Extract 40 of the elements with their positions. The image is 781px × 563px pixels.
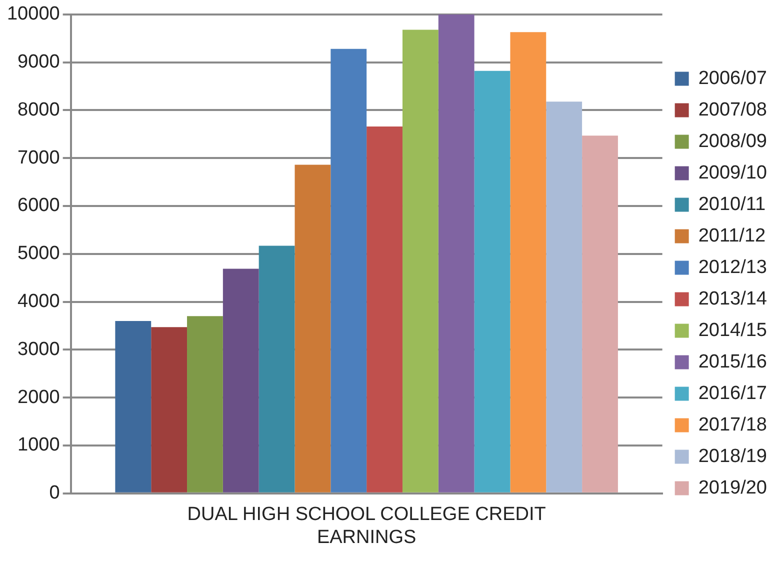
bar <box>582 136 618 492</box>
legend-label: 2013/14 <box>698 288 768 310</box>
bar <box>366 126 402 492</box>
legend-label: 2017/18 <box>698 414 768 436</box>
legend-label: 2015/16 <box>698 351 768 372</box>
y-tick-label: 10000 <box>6 4 60 25</box>
bar <box>294 164 331 492</box>
legend-label: 2018/19 <box>698 446 768 467</box>
legend-label: 2008/09 <box>698 130 768 152</box>
y-tick-label: 7000 <box>18 147 60 168</box>
y-tick-label: 1000 <box>18 434 60 456</box>
y-tick-label: 6000 <box>18 195 60 216</box>
x-tick-label: DUAL HIGH SCHOOL COLLEGE CREDIT EARNINGS <box>187 504 546 548</box>
y-tick-label: 4000 <box>18 291 60 312</box>
legend-label: 2012/13 <box>698 256 768 278</box>
bar <box>187 316 223 492</box>
legend-label: 2019/20 <box>698 477 768 498</box>
y-tick-label: 0 <box>49 482 60 504</box>
legend-label: 2009/10 <box>698 162 768 184</box>
y-tick-label: 3000 <box>18 338 60 360</box>
y-tick-label: 2000 <box>18 386 60 408</box>
y-tick-label: 9000 <box>18 52 60 73</box>
bar <box>510 32 546 492</box>
legend-label: 2010/11 <box>698 194 766 215</box>
bar <box>258 246 295 492</box>
y-tick-label: 8000 <box>18 99 60 120</box>
legend-label: 2006/07 <box>698 68 768 89</box>
legend-label: 2014/15 <box>698 320 768 341</box>
bar <box>438 14 474 492</box>
y-tick-label: 5000 <box>18 243 60 264</box>
bar <box>151 327 188 492</box>
legend-label: 2011/12 <box>698 225 766 246</box>
bar <box>474 70 510 492</box>
bar <box>222 268 259 492</box>
bar <box>115 320 152 492</box>
bar <box>402 30 438 492</box>
legend-label: 2007/08 <box>698 99 768 120</box>
bar <box>546 102 582 492</box>
bar <box>330 48 367 492</box>
legend-label: 2016/17 <box>698 382 768 404</box>
